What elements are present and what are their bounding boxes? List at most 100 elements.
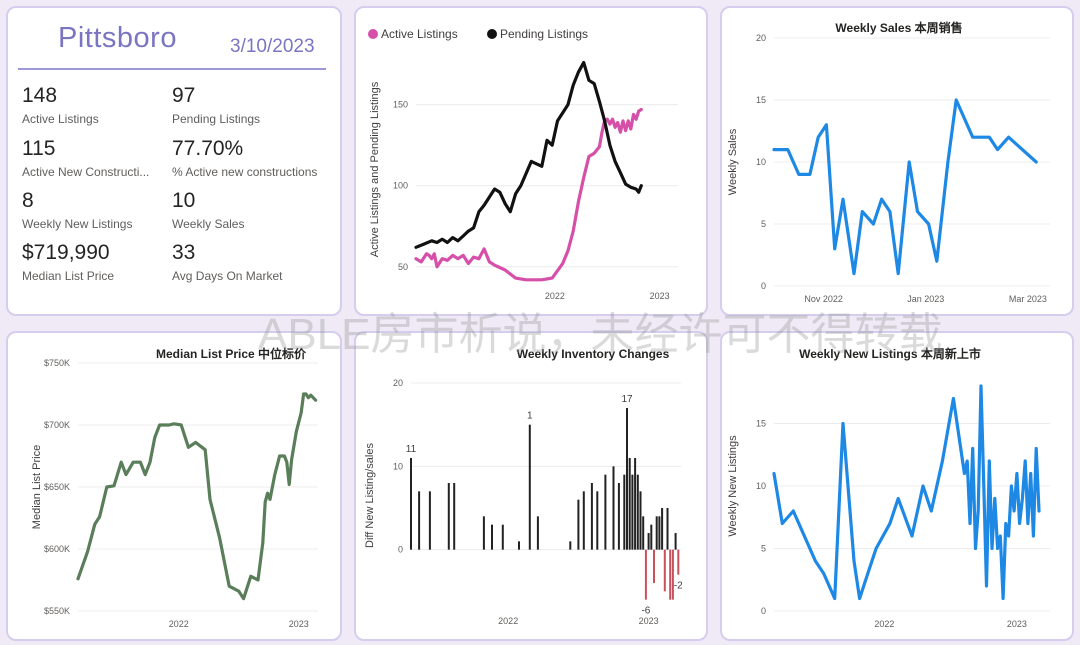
bar: [631, 474, 634, 550]
kpi-value-weekly-sales: 10: [172, 189, 196, 212]
bar: [491, 524, 493, 550]
x-tick-label: Nov 2022: [804, 294, 843, 304]
y-axis-label: Median List Price: [31, 445, 43, 529]
bar: [677, 549, 680, 575]
bar: [501, 524, 504, 550]
y-tick-label: 100: [393, 181, 408, 191]
bar: [669, 549, 672, 600]
y-tick-label: 5: [761, 544, 766, 554]
y-tick-label: 15: [756, 419, 766, 429]
bar: [536, 516, 539, 550]
y-tick-label: 10: [756, 481, 766, 491]
bar: [617, 483, 620, 550]
x-tick-label: Mar 2023: [1009, 294, 1047, 304]
bar: [528, 424, 531, 550]
bar: [428, 491, 431, 550]
bar: [626, 408, 628, 550]
bar: [410, 458, 412, 550]
bar-data-label: 17: [621, 394, 633, 405]
bar: [518, 541, 520, 550]
series-line-pending-listings: [414, 60, 643, 249]
y-tick-label: 20: [393, 378, 403, 388]
series-line-active-listings: [414, 107, 643, 282]
x-tick-label: 2022: [169, 619, 189, 629]
bar: [569, 541, 572, 550]
report-date: 3/10/2023: [230, 36, 315, 57]
listings-chart: 50 100 150 2022 2023 Active Listings and Pend…: [368, 27, 678, 301]
bar: [482, 516, 485, 550]
x-tick-label: 2023: [639, 616, 659, 626]
kpi-card: Pittsboro 3/10/2023 148 Active Listings …: [6, 6, 342, 316]
inventory-chart-card: 0 10 20 2022 2023 Diff New Listing/sales Weekl…: [354, 331, 708, 641]
weekly-sales-chart: 0 5 10 15 20 Nov 2022 Jan 2023 Mar 2023 Weekly S…: [727, 20, 1050, 304]
bar-data-label: -2: [674, 581, 683, 592]
bar-data-label: 11: [406, 444, 417, 455]
y-axis-label: Weekly Sales: [727, 128, 739, 195]
bar: [644, 549, 647, 600]
legend-label: Active Listings: [381, 27, 458, 41]
legend-marker: [487, 29, 497, 39]
kpi-value-median-list-price: $719,990: [22, 241, 110, 264]
y-tick-label: 0: [761, 606, 766, 616]
kpi-label-avg-days-on-market: Avg Days On Market: [172, 269, 283, 283]
kpi-value-active-listings: 148: [22, 84, 58, 107]
x-tick-label: 2023: [1007, 619, 1027, 629]
inventory-chart: 0 10 20 2022 2023 Diff New Listing/sales Weekl…: [364, 347, 683, 626]
bar: [577, 499, 580, 550]
bar: [674, 533, 677, 550]
bar: [634, 458, 637, 550]
new-listings-chart-card: 0 5 10 15 2022 2023 Weekly New Listings Weekly …: [720, 331, 1074, 641]
y-tick-label: $750K: [44, 358, 70, 368]
y-tick-label: 20: [756, 33, 766, 43]
bar: [639, 491, 642, 550]
new-listings-chart: 0 5 10 15 2022 2023 Weekly New Listings Weekly …: [727, 346, 1050, 629]
x-tick-label: 2022: [545, 291, 565, 301]
kpi-value-active-new-construction: 115: [22, 137, 56, 160]
y-axis-label: Diff New Listing/sales: [364, 443, 376, 548]
median-price-chart: $550K $600K $650K $700K $750K 2022 2023 Median …: [31, 346, 318, 629]
kpi-value-pending-listings: 97: [172, 84, 196, 107]
y-tick-label: 15: [756, 95, 766, 105]
y-tick-label: 0: [398, 545, 403, 555]
bar: [655, 516, 658, 550]
bar-data-label: -6: [641, 606, 650, 617]
bar: [642, 516, 645, 550]
x-tick-label: 2022: [498, 616, 518, 626]
y-tick-label: 50: [398, 262, 408, 272]
kpi-label-active-listings: Active Listings: [22, 112, 99, 126]
y-tick-label: 5: [761, 219, 766, 229]
listings-chart-card: 50 100 150 2022 2023 Active Listings and Pend…: [354, 6, 708, 316]
kpi-value-weekly-new-listings: 8: [22, 189, 34, 212]
bar: [612, 466, 615, 550]
legend-marker: [368, 29, 378, 39]
series-line-newlistings: [772, 384, 1041, 601]
y-tick-label: 0: [761, 281, 766, 291]
bar: [623, 474, 626, 550]
y-tick-label: 10: [756, 157, 766, 167]
chart-title: Weekly Inventory Changes: [517, 347, 670, 361]
y-tick-label: $550K: [44, 606, 70, 616]
y-axis-label: Weekly New Listings: [727, 435, 739, 537]
chart-title: Weekly New Listings 本周新上市: [799, 346, 981, 361]
x-tick-label: Jan 2023: [907, 294, 944, 304]
bar: [661, 508, 664, 550]
y-tick-label: 10: [393, 461, 403, 471]
bar: [447, 483, 450, 550]
bar: [628, 458, 631, 550]
median-price-chart-card: $550K $600K $650K $700K $750K 2022 2023 Median …: [6, 331, 342, 641]
bar: [663, 549, 666, 592]
bar: [647, 533, 650, 550]
bar: [636, 474, 639, 550]
city-title: Pittsboro: [58, 22, 177, 54]
y-tick-label: $700K: [44, 420, 70, 430]
series-line-price: [76, 392, 318, 601]
y-tick-label: $600K: [44, 544, 70, 554]
bar-data-label: 1: [527, 411, 533, 422]
y-tick-label: 150: [393, 100, 408, 110]
y-axis-label: Active Listings and Pending Listings: [369, 81, 381, 257]
kpi-label-pending-listings: Pending Listings: [172, 112, 261, 126]
kpi-value-avg-days-on-market: 33: [172, 241, 196, 264]
bar: [653, 549, 655, 583]
kpi-label-weekly-new-listings: Weekly New Listings: [22, 217, 133, 231]
chart-title: Median List Price 中位标价: [156, 346, 307, 361]
